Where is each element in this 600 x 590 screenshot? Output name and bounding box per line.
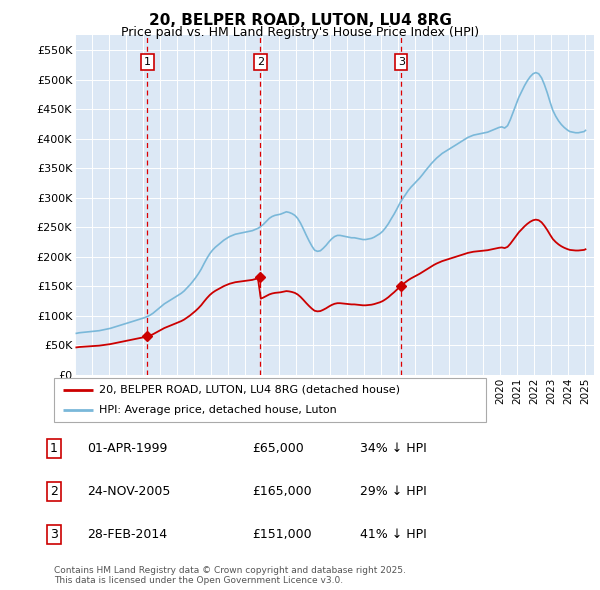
- Text: Price paid vs. HM Land Registry's House Price Index (HPI): Price paid vs. HM Land Registry's House …: [121, 26, 479, 39]
- Text: 20, BELPER ROAD, LUTON, LU4 8RG: 20, BELPER ROAD, LUTON, LU4 8RG: [149, 13, 451, 28]
- Text: 20, BELPER ROAD, LUTON, LU4 8RG (detached house): 20, BELPER ROAD, LUTON, LU4 8RG (detache…: [100, 385, 400, 395]
- Text: £165,000: £165,000: [252, 485, 311, 498]
- Text: 29% ↓ HPI: 29% ↓ HPI: [360, 485, 427, 498]
- Text: 34% ↓ HPI: 34% ↓ HPI: [360, 442, 427, 455]
- Text: 1: 1: [144, 57, 151, 67]
- Text: 24-NOV-2005: 24-NOV-2005: [87, 485, 170, 498]
- Text: HPI: Average price, detached house, Luton: HPI: Average price, detached house, Luto…: [100, 405, 337, 415]
- Text: £65,000: £65,000: [252, 442, 304, 455]
- Text: £151,000: £151,000: [252, 528, 311, 541]
- Text: 01-APR-1999: 01-APR-1999: [87, 442, 167, 455]
- Text: 2: 2: [257, 57, 264, 67]
- Text: 1: 1: [50, 442, 58, 455]
- Text: 41% ↓ HPI: 41% ↓ HPI: [360, 528, 427, 541]
- Text: 2: 2: [50, 485, 58, 498]
- Text: Contains HM Land Registry data © Crown copyright and database right 2025.
This d: Contains HM Land Registry data © Crown c…: [54, 566, 406, 585]
- Text: 28-FEB-2014: 28-FEB-2014: [87, 528, 167, 541]
- Text: 3: 3: [398, 57, 405, 67]
- Text: 3: 3: [50, 528, 58, 541]
